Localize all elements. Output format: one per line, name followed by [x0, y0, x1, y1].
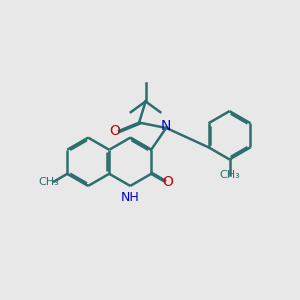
Text: CH₃: CH₃: [219, 170, 240, 180]
Text: O: O: [110, 124, 120, 138]
Text: CH₃: CH₃: [38, 177, 59, 187]
Text: NH: NH: [121, 191, 140, 204]
Text: N: N: [161, 119, 171, 134]
Text: O: O: [163, 175, 173, 189]
